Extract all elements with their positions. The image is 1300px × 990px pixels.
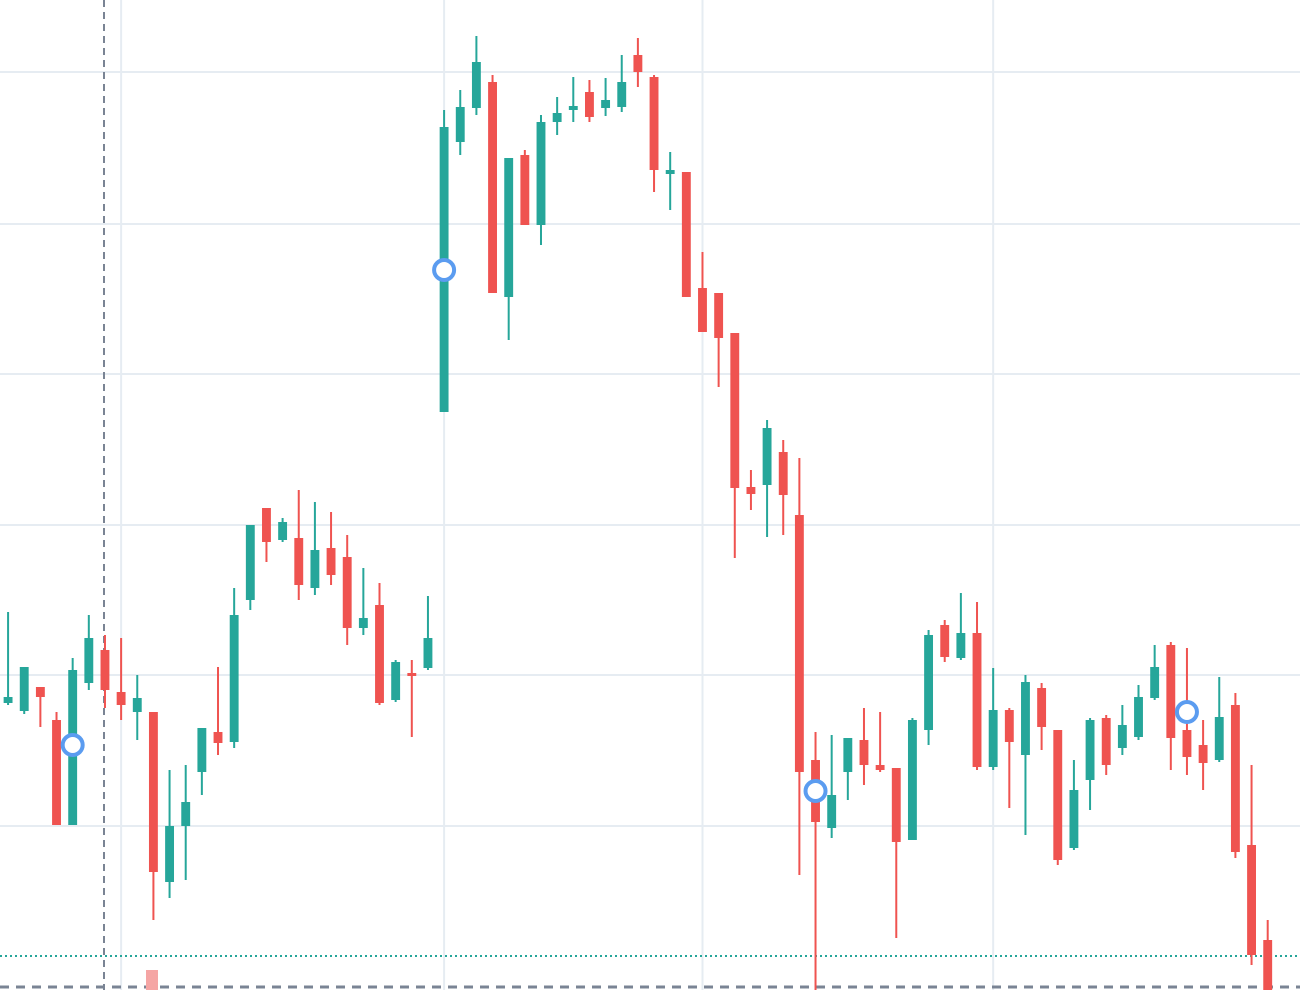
candle-body: [1117, 725, 1127, 748]
marker: [803, 779, 828, 803]
candle-body: [262, 508, 271, 542]
candle-body: [1214, 717, 1224, 760]
candle-body: [229, 615, 239, 742]
candle-body: [245, 525, 255, 600]
candle-body: [455, 107, 465, 142]
candle-body: [794, 515, 804, 772]
candle-body: [1069, 790, 1079, 848]
candle-body: [423, 638, 433, 668]
candle-body: [35, 687, 45, 697]
candle-body: [1085, 720, 1095, 780]
candle-body: [100, 650, 110, 690]
candle-body: [956, 633, 966, 658]
candle-body: [698, 288, 707, 332]
candle-body: [972, 633, 982, 767]
candle-body: [924, 635, 934, 730]
candle-body: [1166, 645, 1176, 738]
candle-body: [375, 605, 384, 703]
candle-body: [601, 100, 611, 108]
candle-body: [1037, 688, 1047, 727]
candle-body: [407, 673, 417, 676]
candle-body: [19, 667, 29, 711]
candle-body: [391, 662, 401, 700]
candle-body: [1021, 682, 1030, 755]
marker: [432, 258, 457, 282]
candle-body: [617, 82, 627, 107]
candle-body: [665, 170, 675, 174]
candle-body: [84, 638, 94, 683]
candle-body: [988, 710, 998, 767]
candle-body: [342, 557, 352, 628]
candle-body: [278, 522, 288, 540]
candle-body: [181, 802, 191, 826]
candle-body: [649, 77, 659, 170]
candle-body: [165, 826, 175, 882]
candle-body: [891, 768, 901, 842]
candle-body: [52, 720, 61, 825]
candle-body: [504, 158, 514, 297]
candle-body: [843, 738, 853, 772]
marker: [1174, 700, 1199, 724]
candle-body: [358, 618, 368, 628]
candle-body: [568, 106, 578, 110]
candle-body: [681, 172, 691, 297]
candle-body: [762, 428, 772, 485]
time-marker: [146, 970, 158, 990]
candle-body: [714, 293, 724, 338]
candle-body: [1134, 697, 1143, 737]
candle-body: [213, 732, 223, 743]
candle-body: [1230, 705, 1240, 852]
candle-body: [778, 452, 788, 495]
candle-body: [310, 550, 320, 588]
candle-body: [1004, 710, 1014, 742]
candle-body: [875, 765, 885, 770]
candle-body: [552, 113, 562, 122]
candles: [3, 36, 1273, 990]
candle-body: [3, 697, 13, 703]
candle-body: [1053, 730, 1063, 860]
candle-body: [536, 122, 546, 225]
candle-body: [488, 82, 497, 293]
candle-body: [827, 795, 837, 828]
candle-body: [940, 625, 950, 657]
candle-body: [1198, 745, 1208, 763]
candle-body: [859, 740, 869, 765]
candle-body: [197, 728, 207, 772]
candle-body: [294, 538, 304, 585]
candle-body: [907, 720, 917, 840]
candle-body: [116, 692, 126, 705]
candle-body: [730, 333, 740, 488]
markers: [60, 258, 1199, 803]
candle-body: [1263, 940, 1273, 990]
candle-body: [132, 698, 142, 712]
candle-body: [1182, 730, 1192, 757]
candle-body: [585, 92, 594, 117]
candle-body: [471, 62, 481, 108]
marker: [60, 733, 85, 757]
candle-body: [1101, 718, 1111, 765]
candle-body: [1247, 845, 1256, 955]
candle-body: [148, 712, 158, 872]
candle-body: [746, 487, 756, 494]
candle-body: [633, 55, 643, 72]
candle-body: [520, 155, 530, 225]
candle-body: [326, 548, 336, 575]
candle-body: [1150, 667, 1160, 698]
